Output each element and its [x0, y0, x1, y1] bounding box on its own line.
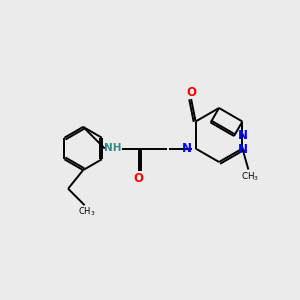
- Text: O: O: [134, 172, 144, 185]
- Text: N: N: [237, 130, 248, 142]
- Text: O: O: [186, 86, 196, 99]
- Text: N: N: [182, 142, 192, 155]
- Text: CH$_3$: CH$_3$: [241, 171, 259, 183]
- Text: CH$_3$: CH$_3$: [78, 206, 96, 218]
- Text: NH: NH: [104, 143, 121, 153]
- Text: N: N: [237, 142, 248, 156]
